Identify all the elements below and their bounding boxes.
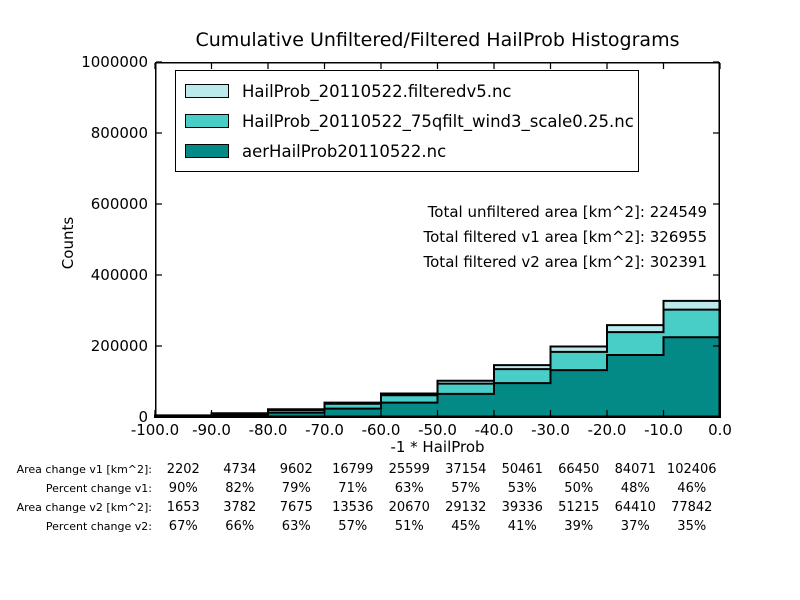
annotation-total-filtered-v1: Total filtered v1 area [km^2]: 326955 — [423, 228, 707, 246]
table-cell: 16799 — [332, 462, 374, 477]
table-cell: 63% — [394, 481, 424, 496]
table-cell: 37154 — [445, 462, 487, 477]
table-cell: 63% — [281, 519, 311, 534]
table-row-area-change-v1: Area change v1 [km^2]: 2202 4734 9602 16799… — [0, 460, 720, 479]
table-cell: 35% — [677, 519, 707, 534]
table-cell: 39% — [564, 519, 594, 534]
x-tick-label: -10.0 — [644, 421, 683, 439]
table-row-label: Percent change v1: — [45, 482, 152, 495]
table-row-values: 2202 4734 9602 16799 25599 37154 50461 66450 840… — [155, 462, 720, 477]
x-tick-label: 0.0 — [708, 421, 732, 439]
annotation-total-unfiltered: Total unfiltered area [km^2]: 224549 — [427, 203, 707, 221]
table-cell: 3782 — [223, 500, 257, 515]
table-row-values: 90% 82% 79% 71% 63% 57% 53% 50% 48% 46% — [155, 481, 720, 496]
table-cell: 41% — [507, 519, 537, 534]
table-cell: 45% — [451, 519, 481, 534]
table-cell: 48% — [620, 481, 650, 496]
table-cell: 50461 — [501, 462, 543, 477]
x-tick-label: -90.0 — [192, 421, 231, 439]
chart-title: Cumulative Unfiltered/Filtered HailProb … — [195, 29, 680, 51]
table-cell: 66% — [225, 519, 255, 534]
table-cell: 71% — [338, 481, 368, 496]
legend-label: aerHailProb20110522.nc — [242, 141, 447, 161]
table-cell: 29132 — [445, 500, 487, 515]
x-tick-label: -40.0 — [474, 421, 514, 439]
x-tick-label: -80.0 — [248, 421, 288, 439]
table-row-label: Percent change v2: — [45, 520, 152, 533]
table-row-label: Area change v1 [km^2]: — [16, 463, 152, 476]
table-cell: 9602 — [279, 462, 313, 477]
table-cell: 53% — [507, 481, 537, 496]
x-tick-label: -30.0 — [531, 421, 570, 439]
y-tick-label: 0 — [138, 408, 148, 426]
table-row-label: Area change v2 [km^2]: — [16, 501, 152, 514]
table-cell: 2202 — [166, 462, 200, 477]
table-cell: 25599 — [388, 462, 430, 477]
table-cell: 57% — [451, 481, 481, 496]
table-cell: 84071 — [614, 462, 656, 477]
legend-swatch-filtered-v1 — [185, 84, 229, 98]
table-cell: 57% — [338, 519, 368, 534]
table-cell: 37% — [620, 519, 650, 534]
x-tick-label: -60.0 — [361, 421, 401, 439]
table-cell: 46% — [677, 481, 707, 496]
annotation-total-filtered-v2: Total filtered v2 area [km^2]: 302391 — [423, 253, 707, 271]
table-cell: 39336 — [501, 500, 543, 515]
table-cell: 66450 — [558, 462, 600, 477]
table-cell: 64410 — [614, 500, 656, 515]
table-cell: 7675 — [279, 500, 313, 515]
table-row-values: 1653 3782 7675 13536 20670 29132 39336 51215 644… — [155, 500, 720, 515]
legend-item-filtered-v2: HailProb_20110522_75qfilt_wind3_scale0.2… — [176, 106, 638, 136]
y-axis-label: Counts — [59, 216, 77, 270]
series-unfiltered — [154, 336, 721, 418]
x-tick-label: -20.0 — [587, 421, 627, 439]
legend-label: HailProb_20110522.filteredv5.nc — [242, 81, 512, 101]
table-cell: 67% — [168, 519, 198, 534]
table-cell: 90% — [168, 481, 198, 496]
axes-frame — [155, 62, 720, 417]
table-cell: 50% — [564, 481, 594, 496]
table-cell: 1653 — [166, 500, 200, 515]
table-cell: 79% — [281, 481, 311, 496]
x-tick-label: -70.0 — [305, 421, 344, 439]
table-cell: 20670 — [388, 500, 430, 515]
legend-item-unfiltered: aerHailProb20110522.nc — [176, 136, 638, 166]
total-area-annotations: Total unfiltered area [km^2]: 224549 Tot… — [300, 200, 707, 275]
legend: HailProb_20110522.filteredv5.nc HailProb… — [175, 70, 639, 172]
y-tick-label: 800000 — [90, 124, 148, 142]
legend-swatch-unfiltered — [185, 144, 229, 158]
x-axis-label: -1 * HailProb — [390, 438, 485, 456]
table-row-percent-change-v2: Percent change v2: 67% 66% 63% 57% 51% 45% 41%… — [0, 517, 720, 536]
y-tick-label: 200000 — [90, 337, 148, 355]
table-cell: 77842 — [671, 500, 713, 515]
table-cell: 13536 — [332, 500, 374, 515]
x-tick-label: -50.0 — [418, 421, 457, 439]
legend-label: HailProb_20110522_75qfilt_wind3_scale0.2… — [242, 111, 634, 131]
table-row-area-change-v2: Area change v2 [km^2]: 1653 3782 7675 13536… — [0, 498, 720, 517]
table-row-values: 67% 66% 63% 57% 51% 45% 41% 39% 37% 35% — [155, 519, 720, 534]
legend-item-filtered-v1: HailProb_20110522.filteredv5.nc — [176, 76, 638, 106]
table-cell: 82% — [225, 481, 255, 496]
table-cell: 4734 — [223, 462, 257, 477]
y-tick-label: 1000000 — [81, 53, 148, 71]
table-cell: 51215 — [558, 500, 600, 515]
legend-swatch-filtered-v2 — [185, 114, 229, 128]
table-cell: 102406 — [666, 462, 717, 477]
y-tick-label: 400000 — [90, 266, 148, 284]
table-cell: 51% — [394, 519, 424, 534]
histogram-plot — [154, 61, 721, 418]
y-tick-label: 600000 — [90, 195, 148, 213]
x-tick-label: -100.0 — [130, 421, 180, 439]
table-row-percent-change-v1: Percent change v1: 90% 82% 79% 71% 63% 57% 53%… — [0, 479, 720, 498]
